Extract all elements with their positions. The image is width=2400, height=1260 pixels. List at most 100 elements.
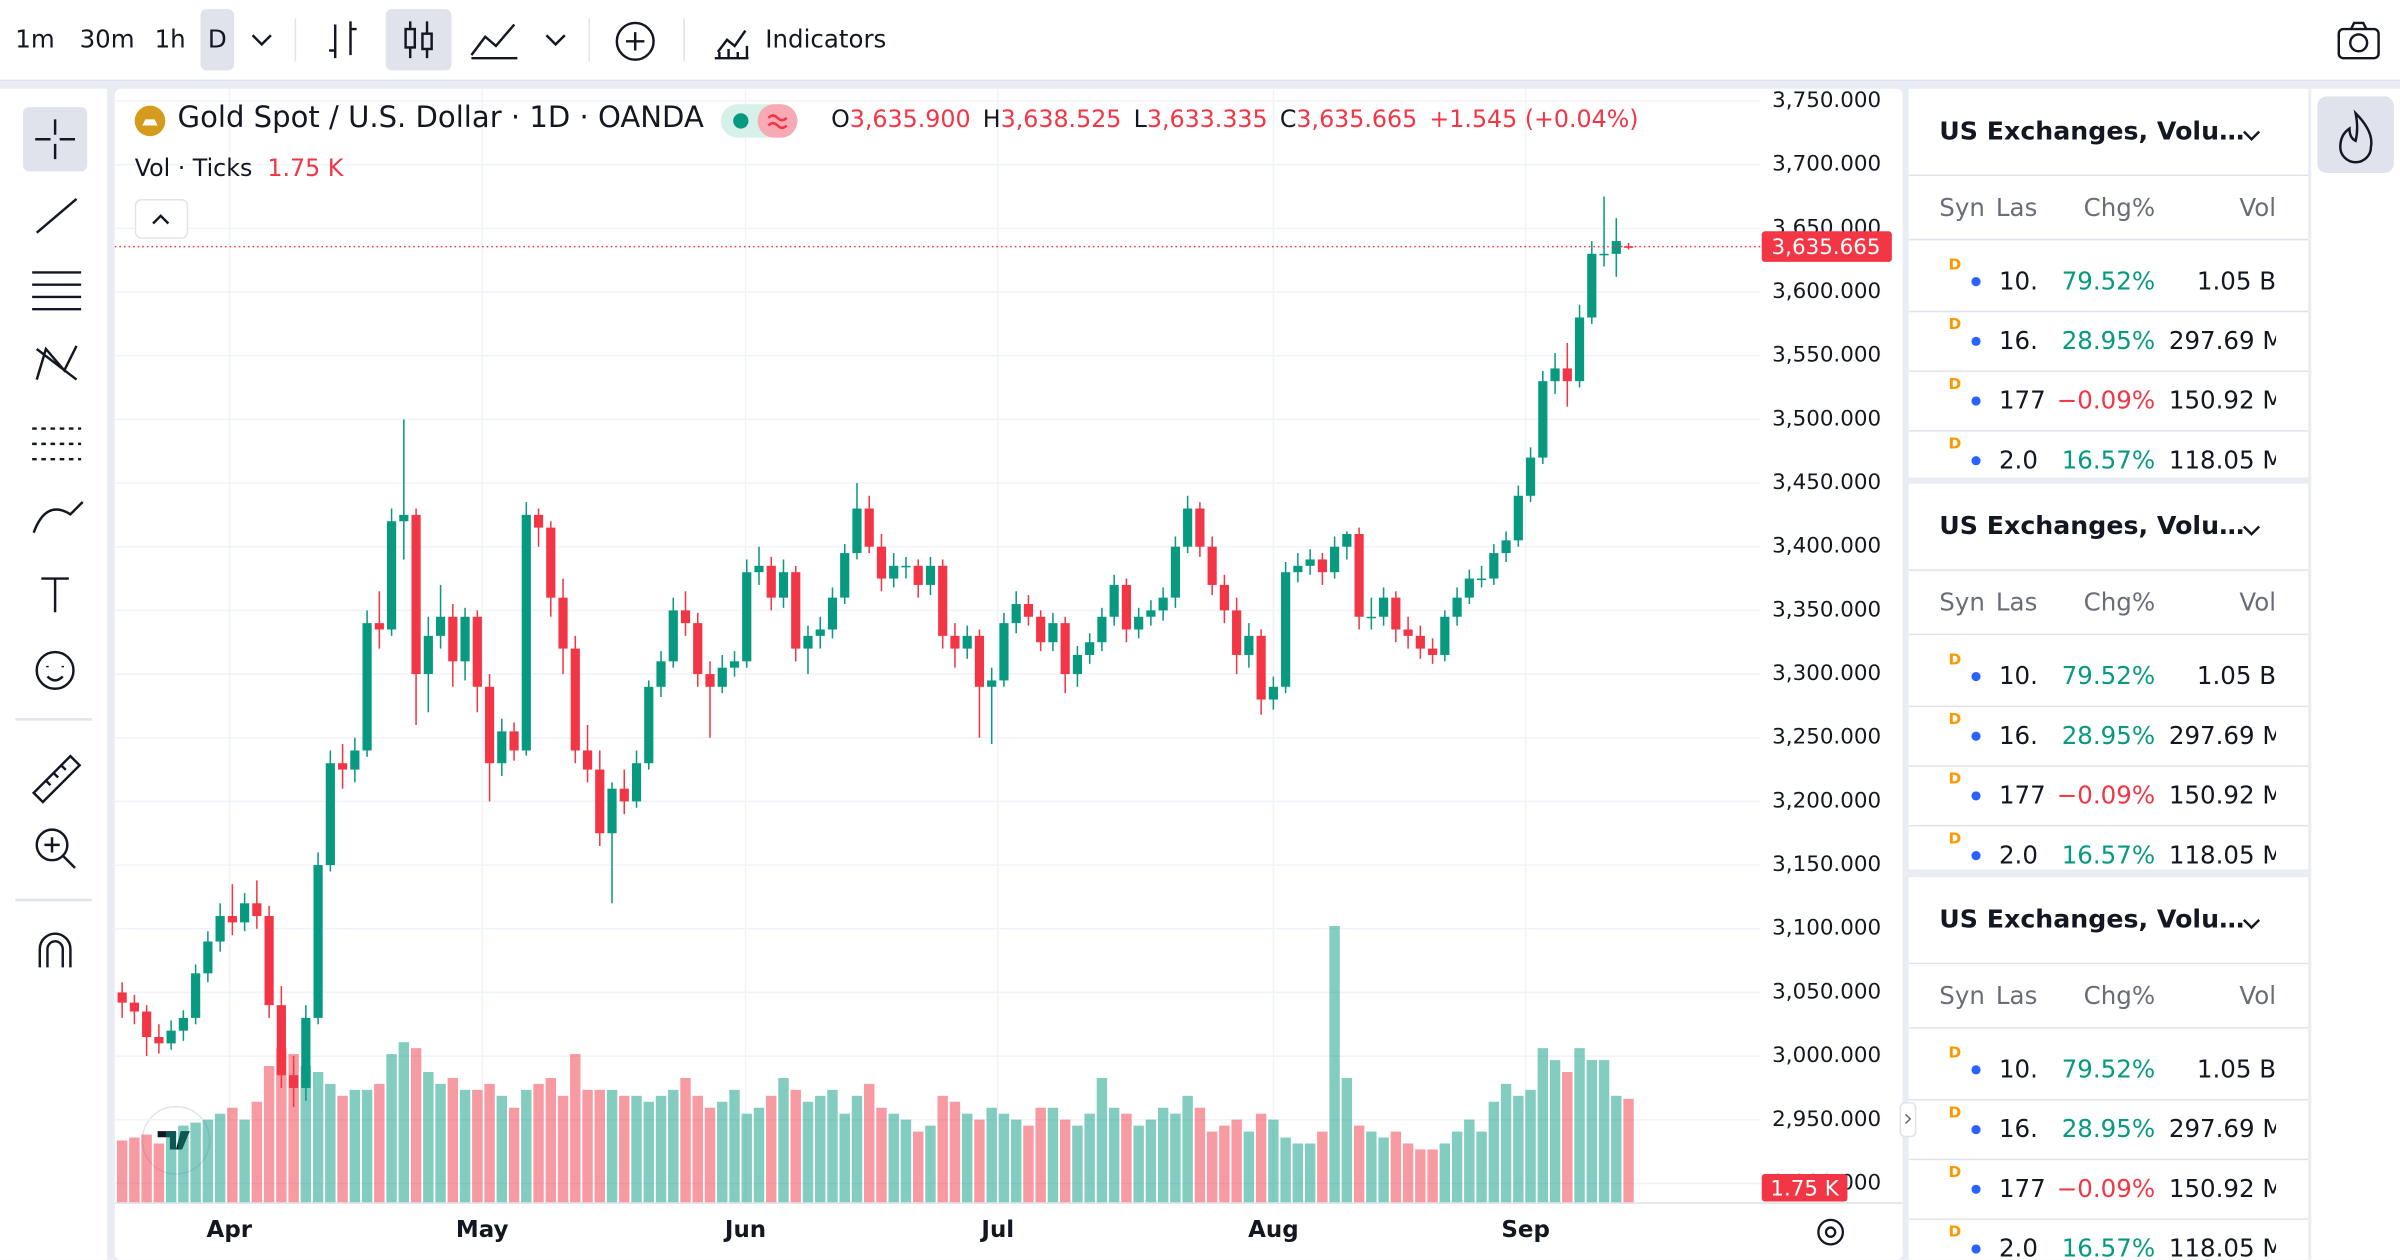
volume: 150.92 M <box>2168 385 2277 415</box>
volume-bar <box>410 1048 422 1204</box>
candle-body <box>1489 553 1499 579</box>
candle-body <box>289 1075 299 1088</box>
panel-toggle[interactable] <box>1899 1102 1917 1139</box>
last-price: 10. <box>1998 661 2038 691</box>
candle-body <box>1293 565 1303 573</box>
last-price: 177 <box>1998 385 2046 415</box>
collapse-button[interactable] <box>134 198 190 240</box>
volume-bar <box>1280 1137 1291 1204</box>
volume-bar <box>386 1054 397 1204</box>
magnet-tool[interactable] <box>38 932 72 968</box>
chevron[interactable] <box>545 34 566 47</box>
candle-body <box>1060 623 1070 675</box>
volume: 1.05 B <box>2196 266 2277 296</box>
zoom-tool[interactable] <box>35 828 69 862</box>
x-tick-label: Jul <box>979 1217 1014 1243</box>
candle-body <box>705 674 715 687</box>
candle-body <box>1085 642 1095 655</box>
volume-bar <box>864 1083 875 1204</box>
column-header: Chg% <box>2083 587 2156 617</box>
volume-bar <box>398 1042 410 1204</box>
last-price: 16. <box>1998 720 2038 750</box>
text-tool[interactable] <box>41 577 69 613</box>
chart: AprMayJunJulAugSep2,900.0002,950.0003,00… <box>114 88 1903 1246</box>
volume-bar <box>570 1054 581 1204</box>
crosshair-tool[interactable] <box>35 119 75 160</box>
interval-button[interactable]: D <box>200 9 235 71</box>
ohlc-value: 3,635.665 <box>1296 105 1418 134</box>
chevron[interactable] <box>2241 917 2262 932</box>
y-tick-label: 3,300.000 <box>1772 661 1881 686</box>
prediction-tool[interactable] <box>32 427 82 461</box>
brush-tool[interactable] <box>32 501 84 534</box>
active-tool[interactable] <box>22 107 88 172</box>
volume-bar <box>288 1054 299 1204</box>
interval-button[interactable]: 30m <box>79 24 135 54</box>
volume-bar <box>778 1077 789 1204</box>
volume-bar <box>1562 1071 1573 1204</box>
badge: D <box>1948 771 1962 789</box>
candle-body <box>987 680 997 687</box>
chevron[interactable] <box>251 34 272 47</box>
camera-icon[interactable] <box>2334 18 2383 64</box>
candle-body <box>840 553 850 598</box>
candle-body <box>742 572 752 662</box>
candle-body <box>460 616 470 662</box>
candle-body <box>962 635 972 649</box>
chevron[interactable] <box>2241 129 2262 144</box>
indicators-button[interactable]: Indicators <box>765 24 887 54</box>
candle-body <box>668 610 678 662</box>
y-tick-label: 3,150.000 <box>1772 852 1881 877</box>
trend-line-tool[interactable] <box>35 198 78 234</box>
candle-body <box>852 508 862 554</box>
volume: 150.92 M <box>2168 780 2277 810</box>
watchlist-title[interactable]: US Exchanges, Volu… <box>1939 116 2245 146</box>
volume-bar <box>165 1131 177 1204</box>
candle-body <box>129 1002 139 1012</box>
candle-body <box>350 750 360 770</box>
candle-body <box>729 661 740 668</box>
ohlc-legend: O3,635.900 H3,638.525 L3,633.335 C3,635.665… <box>831 106 1638 134</box>
area-icon[interactable] <box>470 23 518 60</box>
candle-body <box>1440 616 1450 655</box>
candle-body <box>815 629 825 636</box>
volume-bar <box>900 1119 912 1204</box>
active-button[interactable] <box>385 9 452 71</box>
volume-bar <box>1451 1131 1463 1204</box>
interval-button[interactable]: 1m <box>15 24 55 54</box>
volume-bar <box>116 1140 128 1204</box>
column-header: Chg% <box>2083 981 2156 1011</box>
ohlc-key: H <box>982 105 1001 134</box>
volume-bar <box>1243 1131 1255 1204</box>
fib-tool[interactable] <box>32 271 82 311</box>
candle-body <box>1134 616 1144 630</box>
y-tick-label: 3,050.000 <box>1772 979 1881 1004</box>
bar-chart-icon[interactable] <box>329 21 357 59</box>
volume-bar <box>753 1107 765 1204</box>
chevron-path <box>2243 525 2261 536</box>
pattern-tool[interactable] <box>35 345 78 381</box>
candle-body <box>1587 253 1597 318</box>
watchlist-title[interactable]: US Exchanges, Volu… <box>1939 904 2245 934</box>
volume-bar <box>1096 1077 1108 1204</box>
settings-icon[interactable] <box>1817 1218 1845 1246</box>
watchlist-title[interactable]: US Exchanges, Volu… <box>1939 511 2245 541</box>
ohlc-key: L <box>1133 105 1147 134</box>
candle-body <box>717 667 727 687</box>
interval-button[interactable]: 1h <box>154 24 186 54</box>
chevron[interactable] <box>2241 523 2262 538</box>
indicators-icon[interactable] <box>714 29 749 60</box>
volume-bar <box>1366 1131 1377 1204</box>
emoji-tool[interactable] <box>35 650 75 690</box>
ohlc-key: O <box>831 105 850 134</box>
volume-bar <box>1598 1060 1610 1204</box>
volume-bar <box>1549 1060 1561 1204</box>
watchlist-panel: US Exchanges, Volu… Syn Las Chg% Vol D 10. 79.5… <box>1908 877 2309 1260</box>
status-pill[interactable] <box>720 104 801 138</box>
change: 16.57% <box>2061 840 2156 870</box>
price-tag-label: 3,635.665 <box>1772 235 1881 260</box>
volume-bar <box>643 1101 654 1204</box>
measure-tool[interactable] <box>31 754 82 804</box>
compare-icon[interactable] <box>615 21 655 61</box>
volume-tag-label: 1.75 K <box>1770 1176 1839 1201</box>
